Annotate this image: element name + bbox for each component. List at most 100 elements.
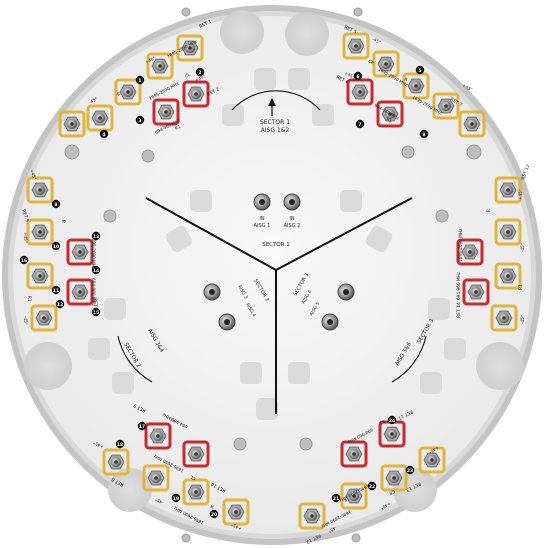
mark-label-tl-0: CL: [184, 72, 192, 79]
pol-label-tl-2: -45°: [88, 96, 98, 105]
mark-label-br-0: R1: [378, 419, 386, 426]
pol-label-br-2: +45°: [428, 445, 440, 455]
aisg-3-connector[interactable]: [203, 283, 221, 301]
rf-port-tr-2[interactable]: [402, 72, 430, 100]
port-number-s1-6: 7: [355, 119, 365, 129]
pol-label-tr-1: +45°: [344, 70, 356, 79]
rf-port-l-1[interactable]: [26, 218, 54, 246]
mark-label-br-2: R: [343, 497, 348, 503]
rf-port-tl-1[interactable]: [176, 34, 204, 62]
ret-label-s2-2: RET 11: [92, 298, 98, 314]
rf-port-tl-red-0[interactable]: [152, 98, 180, 126]
svg-text:8: 8: [422, 132, 425, 138]
band-label-s2-1: 1695-2690 MHz: [91, 236, 96, 270]
rf-port-r-1[interactable]: [494, 218, 522, 246]
port-number-s3-3: 20: [209, 509, 219, 519]
rf-port-r-2[interactable]: [494, 262, 522, 290]
rf-port-tr-3[interactable]: [432, 92, 460, 120]
rf-port-l-red-1[interactable]: [66, 278, 94, 306]
ret-label-tr-2: RET 7: [449, 97, 463, 109]
svg-text:22: 22: [369, 484, 375, 490]
rf-port-bl-red-0[interactable]: [144, 422, 172, 450]
port-number-s3-0: 17: [137, 421, 147, 431]
pol-label-s3-1: -45°: [520, 315, 525, 324]
rf-port-l-0[interactable]: [26, 176, 54, 204]
rf-port-br-2[interactable]: [380, 464, 408, 492]
rf-port-bl-red-1[interactable]: [182, 440, 210, 468]
rf-port-br-1[interactable]: [340, 482, 368, 510]
mark-label-bl-0: CL: [189, 474, 197, 481]
rf-port-r-red-0[interactable]: [456, 238, 484, 266]
mark-label-tl-1: R: [116, 91, 121, 97]
rf-port-l-2[interactable]: [26, 262, 54, 290]
rf-port-tr-red-1[interactable]: [376, 100, 404, 128]
aisg-2-name: AISG 2: [284, 223, 301, 229]
mark-label-br-1: CR: [388, 489, 396, 496]
port-number-s1-3: 4: [99, 129, 109, 139]
rf-port-tl-4[interactable]: [58, 110, 86, 138]
port-number-s2-6: 15: [91, 307, 101, 317]
svg-text:20: 20: [211, 512, 217, 518]
svg-text:4: 4: [102, 132, 105, 138]
port-number-s2-5: 14: [91, 265, 101, 275]
ret-label-tl-0: RET 1: [198, 19, 212, 30]
sector-1-label: SECTOR 1: [260, 119, 290, 126]
rf-port-r-0[interactable]: [494, 176, 522, 204]
ret-label-s3-0: RET 12: [520, 164, 531, 181]
port-number-s3-1: 18: [115, 439, 125, 449]
band-label-s2-2: 694-960 MHz: [91, 278, 96, 307]
ret-label-bl-0: RET 8: [111, 476, 125, 487]
port-number-s1-1: 2: [195, 67, 205, 77]
rf-port-bl-3[interactable]: [222, 498, 250, 526]
rf-port-tl-2[interactable]: [114, 78, 142, 106]
aisg-2-connector[interactable]: [283, 193, 301, 211]
ret-label-tl-1: RET 2: [206, 86, 220, 97]
mark-label-tr-1: R: [404, 77, 409, 83]
rf-port-r-3[interactable]: [490, 304, 518, 332]
rf-port-tl-red-1[interactable]: [182, 80, 210, 108]
rf-port-br-0[interactable]: [298, 502, 326, 530]
rf-port-r-red-1[interactable]: [462, 278, 490, 306]
ret-label-tr-1: RET 6: [335, 74, 349, 85]
port-number-s1-0: 1: [135, 75, 145, 85]
svg-text:7: 7: [358, 122, 361, 128]
aisg-1-name: AISG 1: [254, 223, 271, 229]
mounting-bolts: [64, 7, 482, 543]
mark-label-s2-1: R: [61, 220, 66, 223]
rf-port-bl-2[interactable]: [182, 478, 210, 506]
pol-label-s3-0: +45°: [518, 189, 523, 200]
rf-port-tr-1[interactable]: [372, 50, 400, 78]
sector-1-bottom-label: SECTOR 1: [262, 242, 290, 248]
pol-label-tl-0: +45°: [144, 55, 156, 65]
ret-label-bl-1: RET 9: [133, 402, 147, 413]
rf-port-bl-1[interactable]: [142, 464, 170, 492]
rf-port-br-red-0[interactable]: [340, 440, 368, 468]
port-number-s3-2: 19: [171, 493, 181, 503]
port-number-s2-3: 12: [55, 299, 65, 309]
mark-label-tr-2: R1: [386, 117, 394, 124]
port-number-s2-0: 9: [51, 199, 61, 209]
aisg-1-connector[interactable]: [253, 193, 271, 211]
rf-port-br-3[interactable]: [418, 446, 446, 474]
rf-port-tr-4[interactable]: [458, 110, 486, 138]
svg-text:23: 23: [407, 468, 413, 474]
rf-port-tl-3[interactable]: [86, 104, 114, 132]
band-label-s3-1: 1695-2690 MHz: [458, 228, 463, 262]
pol-label-tr-2: +45°: [462, 83, 474, 93]
rf-port-bl-0[interactable]: [102, 448, 130, 476]
port-number-s1-7: 8: [419, 129, 429, 139]
aisg-5-connector[interactable]: [337, 283, 355, 301]
rf-port-tr-red-0[interactable]: [346, 78, 374, 106]
port-number-s3-6: 23: [405, 465, 415, 475]
aisg-6-connector[interactable]: [321, 313, 339, 331]
rf-port-l-red-0[interactable]: [66, 238, 94, 266]
mark-label-s3-1: R: [486, 209, 491, 212]
rf-port-l-3[interactable]: [30, 304, 58, 332]
svg-text:6: 6: [356, 74, 359, 80]
pol-label-s2-2: +45°: [23, 232, 28, 243]
band-label-s3-2: 694-960 MHz: [456, 271, 461, 300]
aisg-4-connector[interactable]: [218, 313, 236, 331]
rf-port-tl-0[interactable]: [146, 52, 174, 80]
rf-port-tr-0[interactable]: [342, 32, 370, 60]
